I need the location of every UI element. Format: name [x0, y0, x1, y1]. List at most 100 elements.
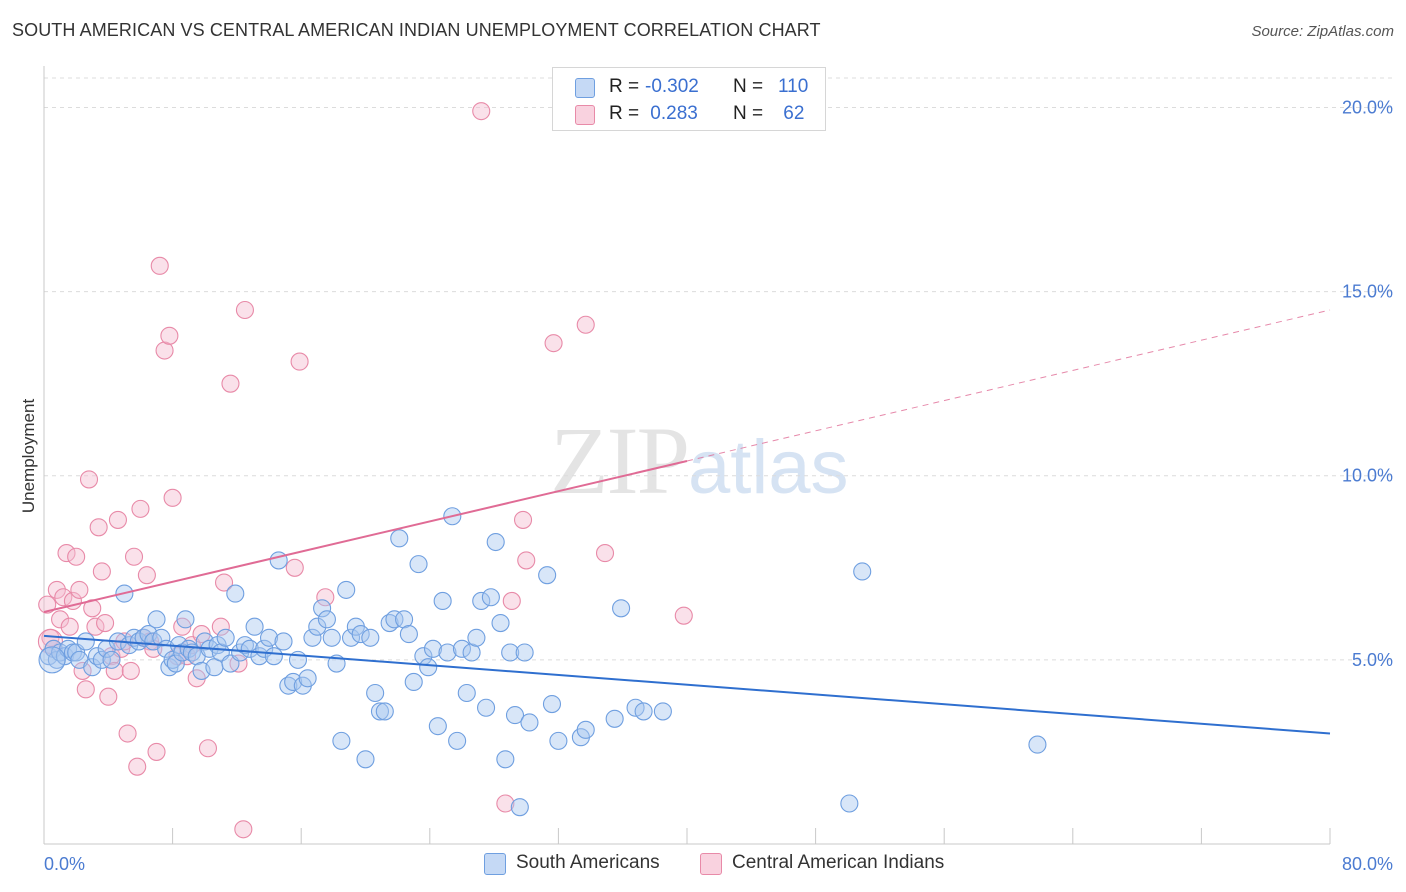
- data-point-south-americans: [38, 646, 66, 674]
- bottom-legend-label: Central American Indians: [732, 852, 945, 873]
- data-point-central-american-indians: [235, 300, 254, 320]
- data-point-south-americans: [542, 695, 562, 714]
- legend-r-label: R =: [609, 76, 645, 97]
- data-point-south-americans: [538, 566, 557, 585]
- data-point-central-american-indians: [137, 566, 156, 585]
- y-tick-label: 20.0%: [1342, 97, 1393, 117]
- data-point-south-americans: [259, 628, 279, 647]
- data-point-central-american-indians: [86, 617, 105, 636]
- data-point-central-american-indians: [118, 724, 137, 743]
- trend-lines: [43, 309, 1331, 735]
- data-point-central-american-indians: [99, 687, 118, 706]
- data-point-south-americans: [356, 750, 375, 769]
- data-point-central-american-indians: [57, 544, 76, 563]
- data-point-south-americans: [840, 794, 859, 813]
- data-point-central-american-indians: [70, 580, 89, 599]
- data-point-south-americans: [298, 669, 317, 688]
- data-point-south-americans: [612, 599, 631, 618]
- data-point-central-american-indians: [290, 352, 309, 371]
- data-point-south-americans: [467, 628, 486, 647]
- data-point-central-american-indians: [124, 547, 144, 566]
- data-point-central-american-indians: [79, 470, 99, 489]
- data-point-central-american-indians: [105, 661, 124, 680]
- data-point-south-americans: [462, 643, 481, 662]
- data-point-south-americans: [366, 683, 385, 703]
- bottom-legend-swatch-pink: [700, 853, 722, 875]
- legend-n-value: 110: [778, 76, 809, 97]
- data-point-south-americans: [653, 702, 672, 721]
- data-point-central-american-indians: [316, 588, 335, 607]
- data-point-central-american-indians: [472, 102, 491, 121]
- data-point-central-american-indians: [150, 256, 169, 275]
- data-point-central-american-indians: [544, 334, 563, 353]
- data-point-south-americans: [486, 532, 505, 552]
- data-point-south-americans: [370, 702, 390, 721]
- data-point-south-americans: [491, 613, 510, 633]
- data-point-central-american-indians: [163, 488, 182, 507]
- legend-r-value: -0.302: [645, 76, 699, 97]
- data-point-south-americans: [361, 628, 380, 647]
- data-point-south-americans: [351, 625, 370, 644]
- legend-n-label: N =: [733, 76, 769, 97]
- data-point-south-americans: [245, 617, 264, 636]
- data-point-central-american-indians: [76, 680, 95, 699]
- legend-swatch-pink: [575, 105, 595, 125]
- data-point-south-americans: [549, 731, 568, 750]
- x-tick-label: 0.0%: [44, 854, 85, 874]
- data-point-central-american-indians: [496, 794, 515, 813]
- data-point-south-americans: [240, 639, 259, 658]
- legend-r-label: R =: [609, 103, 645, 124]
- data-point-south-americans: [496, 750, 515, 769]
- data-point-south-americans: [83, 658, 102, 677]
- y-tick-label: 5.0%: [1352, 650, 1393, 670]
- data-point-south-americans: [853, 562, 872, 581]
- data-point-south-americans: [147, 610, 166, 629]
- legend-r-value: 0.283: [645, 103, 698, 124]
- data-point-south-americans: [472, 591, 491, 610]
- data-point-central-american-indians: [674, 606, 693, 625]
- trend-line-central-american-indians-extension: [686, 309, 1331, 462]
- data-point-south-americans: [433, 591, 452, 610]
- data-point-south-americans: [152, 628, 171, 647]
- data-point-south-americans: [515, 643, 534, 662]
- data-point-south-americans: [501, 643, 520, 662]
- data-point-south-americans: [317, 610, 336, 629]
- data-point-central-american-indians: [595, 544, 615, 563]
- y-tick-label: 15.0%: [1342, 282, 1393, 302]
- trend-line-central-american-indians: [43, 460, 688, 613]
- data-point-south-americans: [634, 702, 653, 721]
- bottom-legend-swatch-blue: [484, 853, 506, 875]
- central-american-indians-points: [37, 102, 693, 839]
- data-point-central-american-indians: [47, 580, 66, 599]
- data-point-central-american-indians: [234, 820, 253, 839]
- data-point-south-americans: [448, 731, 467, 750]
- data-point-south-americans: [264, 647, 283, 666]
- data-point-central-american-indians: [198, 739, 218, 758]
- watermark-zip: ZIP: [550, 407, 690, 514]
- y-tick-label: 10.0%: [1342, 466, 1393, 486]
- data-point-central-american-indians: [160, 326, 179, 345]
- data-point-south-americans: [337, 580, 356, 599]
- data-point-central-american-indians: [54, 588, 73, 607]
- data-point-south-americans: [457, 683, 476, 703]
- legend-n-value: 62: [778, 103, 805, 124]
- data-point-central-american-indians: [502, 591, 521, 610]
- data-point-central-american-indians: [60, 617, 79, 636]
- data-point-south-americans: [438, 643, 457, 662]
- data-point-south-americans: [76, 632, 95, 651]
- watermark-atlas: atlas: [688, 425, 849, 510]
- data-point-central-american-indians: [214, 573, 234, 592]
- data-point-south-americans: [313, 599, 332, 618]
- data-point-south-americans: [341, 628, 361, 647]
- data-point-south-americans: [404, 672, 423, 692]
- trend-line-south-americans: [43, 634, 1331, 735]
- watermark: ZIPatlas: [550, 405, 849, 516]
- data-point-south-americans: [332, 731, 351, 750]
- data-point-central-american-indians: [92, 562, 111, 581]
- x-tick-label: 80.0%: [1342, 854, 1393, 874]
- data-point-south-americans: [419, 658, 438, 677]
- correlation-legend: R = -0.302 N = 110 R = 0.283 N = 62: [552, 67, 826, 131]
- data-point-south-americans: [399, 625, 418, 644]
- data-point-south-americans: [605, 709, 624, 728]
